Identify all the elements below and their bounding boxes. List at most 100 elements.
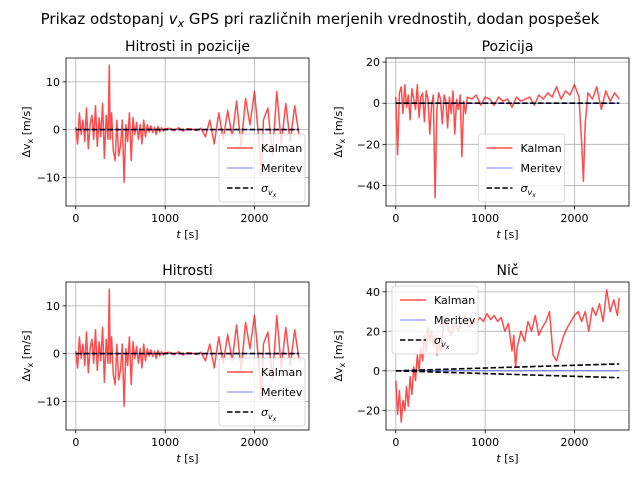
y-label-unit: [m/s] bbox=[20, 330, 33, 362]
legend-sigma: σ bbox=[261, 406, 269, 419]
y-label-sub: x bbox=[26, 138, 35, 143]
y-tick-label: 10 bbox=[46, 76, 60, 89]
x-tick-label: 1000 bbox=[151, 212, 179, 225]
axes-frame bbox=[385, 281, 630, 431]
legend-label: σvx bbox=[521, 182, 537, 199]
legend-sub-v: v bbox=[441, 340, 446, 349]
x-tick-label: 2000 bbox=[241, 436, 269, 449]
y-label-base: Δv bbox=[332, 143, 345, 158]
axes-frame bbox=[385, 57, 630, 207]
x-label-var: t bbox=[496, 452, 501, 465]
y-tick-label: 0 bbox=[53, 348, 60, 361]
series-line bbox=[395, 83, 620, 199]
series-line bbox=[395, 370, 620, 379]
legend-label: Meritev bbox=[261, 386, 303, 399]
chart-panel-1: 0 1000 2000 −10 0 10 Hitrosti in pozicije t [s]… bbox=[20, 39, 310, 241]
suptitle-prefix: Prikaz odstopanj bbox=[41, 10, 169, 28]
legend: Kalman Meritev σvx bbox=[478, 133, 565, 203]
axes-frame bbox=[65, 57, 310, 207]
x-label-unit: [s] bbox=[181, 228, 199, 241]
y-tick-label: 10 bbox=[46, 300, 60, 313]
x-label-var: t bbox=[496, 228, 501, 241]
plot-area bbox=[395, 289, 620, 423]
legend-box bbox=[478, 133, 565, 203]
y-tick-label: −10 bbox=[37, 171, 60, 184]
legend-sub-x: x bbox=[272, 192, 277, 199]
y-tick-label: 40 bbox=[366, 286, 380, 299]
chart-title: Hitrosti bbox=[162, 263, 213, 279]
y-tick-label: 20 bbox=[366, 56, 380, 69]
y-tick-label: 0 bbox=[53, 124, 60, 137]
x-tick-label: 0 bbox=[392, 436, 399, 449]
x-tick-label: 1000 bbox=[471, 212, 499, 225]
legend-sub-x: x bbox=[272, 416, 277, 423]
x-tick-label: 1000 bbox=[471, 436, 499, 449]
legend-label: Meritev bbox=[521, 162, 563, 175]
x-axis-label: t [s] bbox=[176, 452, 198, 465]
y-label-sub: x bbox=[26, 362, 35, 367]
plot-area bbox=[75, 64, 300, 183]
legend: Kalman Meritev σvx bbox=[391, 285, 479, 355]
x-axis-label: t [s] bbox=[496, 452, 518, 465]
legend-label: Kalman bbox=[521, 142, 562, 155]
suptitle-var: v bbox=[169, 10, 179, 28]
legend-sub-x: x bbox=[531, 192, 536, 199]
y-axis-label: Δvx [m/s] bbox=[20, 106, 35, 157]
legend-label: Meritev bbox=[434, 314, 476, 327]
y-axis-label: Δvx [m/s] bbox=[20, 330, 35, 381]
y-label-sub: x bbox=[338, 362, 347, 367]
x-tick-label: 2000 bbox=[561, 436, 589, 449]
y-axis-label: Δvx [m/s] bbox=[332, 330, 347, 381]
legend-label: σvx bbox=[434, 334, 450, 351]
legend-sigma: σ bbox=[434, 334, 442, 347]
axes-frame bbox=[65, 281, 310, 431]
x-axis-label: t [s] bbox=[176, 228, 198, 241]
y-label-base: Δv bbox=[332, 367, 345, 382]
legend-label: Kalman bbox=[434, 294, 475, 307]
chart-title: Nič bbox=[496, 263, 518, 279]
y-label-base: Δv bbox=[20, 143, 33, 158]
y-label-unit: [m/s] bbox=[332, 330, 345, 362]
legend-sub-x: x bbox=[445, 344, 450, 351]
plot-area bbox=[75, 288, 300, 407]
y-tick-label: −10 bbox=[37, 395, 60, 408]
x-tick-label: 0 bbox=[392, 212, 399, 225]
x-tick-label: 2000 bbox=[241, 212, 269, 225]
legend: Kalman Meritev σvx bbox=[218, 133, 306, 203]
legend-sub-v: v bbox=[527, 188, 532, 197]
y-label-unit: [m/s] bbox=[332, 106, 345, 138]
y-tick-label: −20 bbox=[357, 404, 380, 417]
y-label-unit: [m/s] bbox=[20, 106, 33, 138]
x-label-var: t bbox=[176, 228, 181, 241]
y-axis-label: Δvx [m/s] bbox=[332, 106, 347, 157]
suptitle-suffix: GPS pri različnih merjenih vrednostih, d… bbox=[184, 10, 600, 28]
x-tick-label: 1000 bbox=[151, 436, 179, 449]
y-tick-label: 0 bbox=[373, 365, 380, 378]
legend-box bbox=[218, 133, 306, 203]
series-line bbox=[395, 289, 620, 423]
series-line bbox=[395, 363, 620, 372]
legend-label: σvx bbox=[261, 406, 277, 423]
legend-label: Meritev bbox=[261, 162, 303, 175]
legend: Kalman Meritev σvx bbox=[218, 357, 306, 427]
legend-sub-v: v bbox=[268, 412, 273, 421]
y-tick-label: 20 bbox=[366, 325, 380, 338]
y-label-sub: x bbox=[338, 138, 347, 143]
legend-sigma: σ bbox=[261, 182, 269, 195]
x-label-unit: [s] bbox=[501, 452, 519, 465]
legend-label: σvx bbox=[261, 182, 277, 199]
plot-area bbox=[395, 83, 620, 199]
x-tick-label: 0 bbox=[72, 212, 79, 225]
y-tick-label: −40 bbox=[357, 179, 380, 192]
y-tick-label: 0 bbox=[373, 97, 380, 110]
x-label-var: t bbox=[176, 452, 181, 465]
chart-title: Pozicija bbox=[482, 39, 534, 55]
x-label-unit: [s] bbox=[501, 228, 519, 241]
suptitle-sub: x bbox=[177, 17, 185, 30]
legend-sigma: σ bbox=[521, 182, 529, 195]
figure-suptitle: Prikaz odstopanj vx GPS pri različnih me… bbox=[41, 10, 600, 30]
